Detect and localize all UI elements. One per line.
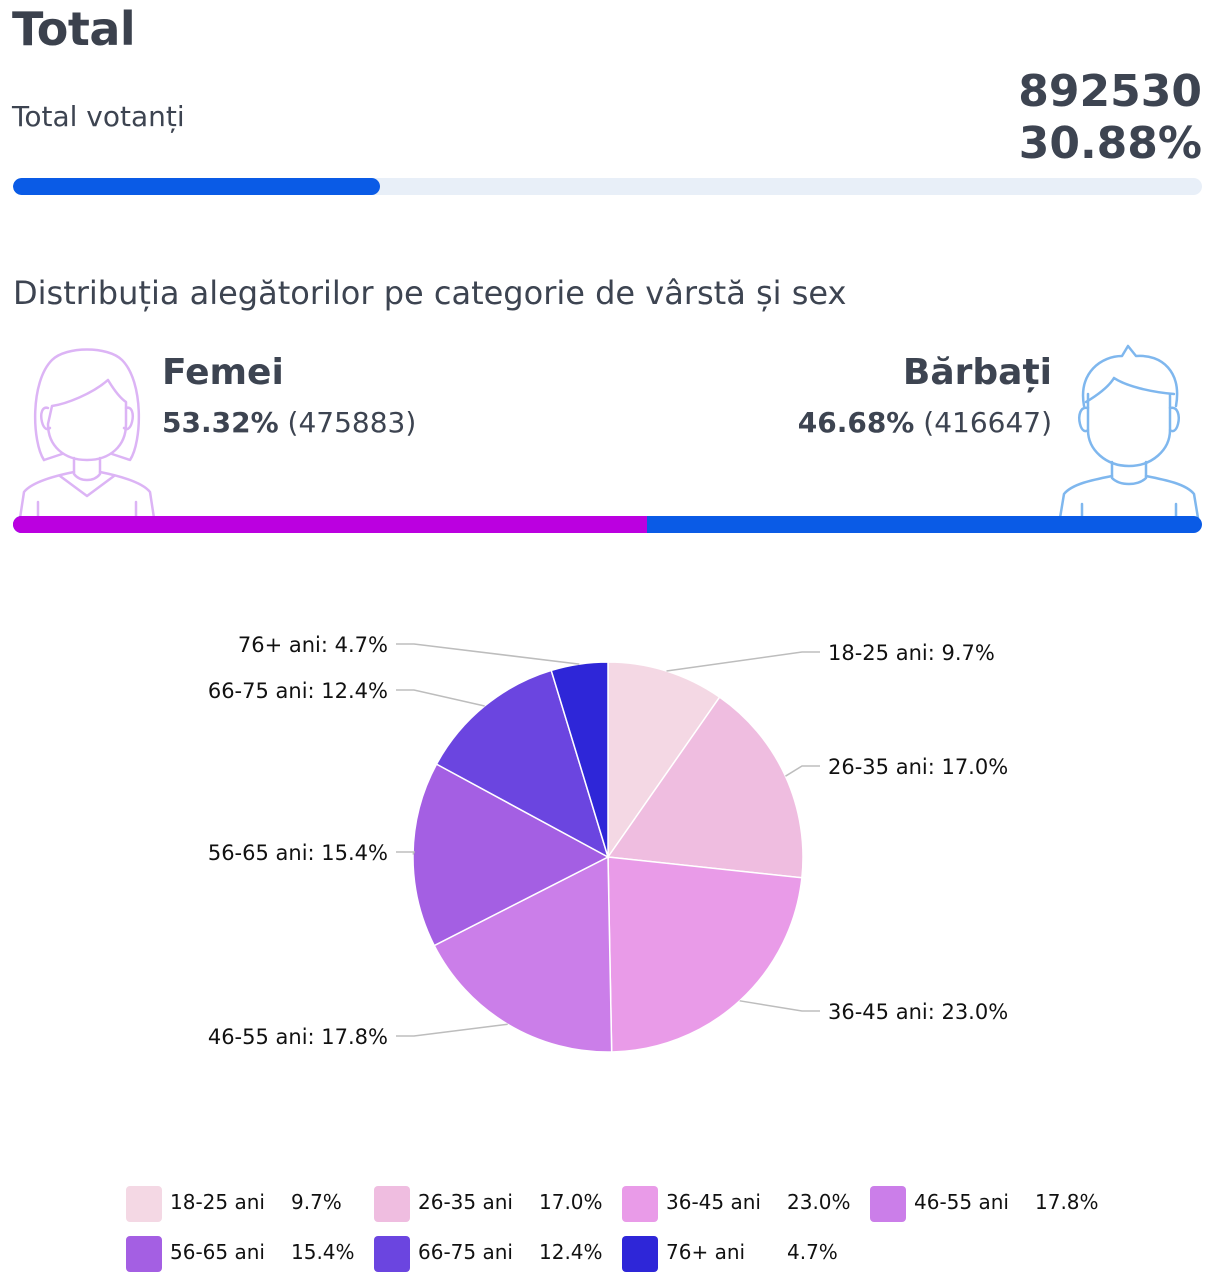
legend-value: 23.0% <box>787 1190 851 1214</box>
pie-data-label: 56-65 ani: 15.4% <box>208 841 388 865</box>
legend-swatch <box>126 1186 162 1222</box>
pie-data-label: 26-35 ani: 17.0% <box>828 755 1008 779</box>
total-voters-percent: 30.88% <box>1018 118 1202 169</box>
distribution-title: Distribuția alegătorilor pe categorie de… <box>13 274 847 312</box>
pie-leader-line <box>396 643 580 665</box>
pie-leader-line <box>666 651 820 672</box>
legend-value: 15.4% <box>291 1240 355 1264</box>
pie-data-label: 66-75 ani: 12.4% <box>208 679 388 703</box>
pie-slice-76plus-ani <box>550 661 609 858</box>
total-voters-count: 892530 <box>1018 66 1202 117</box>
pie-data-label: 46-55 ani: 17.8% <box>208 1025 388 1049</box>
total-voters-label: Total votanți <box>12 100 185 133</box>
pie-leader-line <box>785 765 820 777</box>
turnout-progress-bar <box>13 178 1202 195</box>
legend-swatch <box>126 1236 162 1272</box>
legend-name: 36-45 ani <box>666 1190 761 1214</box>
legend-swatch <box>870 1186 906 1222</box>
pie-leader-line <box>739 1000 820 1012</box>
legend-name: 76+ ani <box>666 1240 746 1264</box>
women-label: Femei <box>162 352 284 393</box>
legend-swatch <box>622 1186 658 1222</box>
women-count: (475883) <box>287 406 417 439</box>
men-count: (416647) <box>923 406 1052 439</box>
pie-leader-line <box>396 689 485 707</box>
pie-data-label: 36-45 ani: 23.0% <box>828 1000 1008 1024</box>
women-stats: 53.32% (475883) <box>162 406 416 439</box>
men-percent: 46.68% <box>797 406 915 439</box>
legend-value: 17.8% <box>1035 1190 1099 1214</box>
pie-leader-line <box>396 851 416 855</box>
total-title: Total <box>12 2 136 56</box>
men-stats: 46.68% (416647) <box>798 406 1052 439</box>
legend-name: 56-65 ani <box>170 1240 265 1264</box>
pie-data-label: 18-25 ani: 9.7% <box>828 641 995 665</box>
age-pie-chart: 18-25 ani: 9.7% 26-35 ani: 17.0% 36-45 ani… <box>208 633 1008 1053</box>
pie-slice-36-45-ani <box>607 856 803 1053</box>
legend-value: 9.7% <box>291 1190 342 1214</box>
legend-name: 66-75 ani <box>418 1240 513 1264</box>
pie-slice-46-55-ani <box>433 855 613 1053</box>
pie-data-label: 76+ ani: 4.7% <box>238 633 388 657</box>
legend-name: 26-35 ani <box>418 1190 513 1214</box>
pie-leader-line <box>396 1023 508 1037</box>
pie-slice-18-25-ani <box>607 661 721 860</box>
legend-value: 17.0% <box>539 1190 603 1214</box>
turnout-progress-fill <box>13 178 381 195</box>
legend-swatch <box>374 1186 410 1222</box>
gender-split-women <box>13 516 647 533</box>
women-percent: 53.32% <box>162 406 279 439</box>
men-label: Bărbați <box>902 352 1052 393</box>
woman-avatar-icon <box>18 348 156 518</box>
legend-name: 18-25 ani <box>170 1190 265 1214</box>
legend-swatch <box>622 1236 658 1272</box>
man-avatar-icon <box>1058 344 1200 518</box>
gender-split-bar <box>13 516 1202 533</box>
legend-value: 12.4% <box>539 1240 603 1264</box>
legend-value: 4.7% <box>787 1240 838 1264</box>
legend-swatch <box>374 1236 410 1272</box>
legend-name: 46-55 ani <box>914 1190 1009 1214</box>
